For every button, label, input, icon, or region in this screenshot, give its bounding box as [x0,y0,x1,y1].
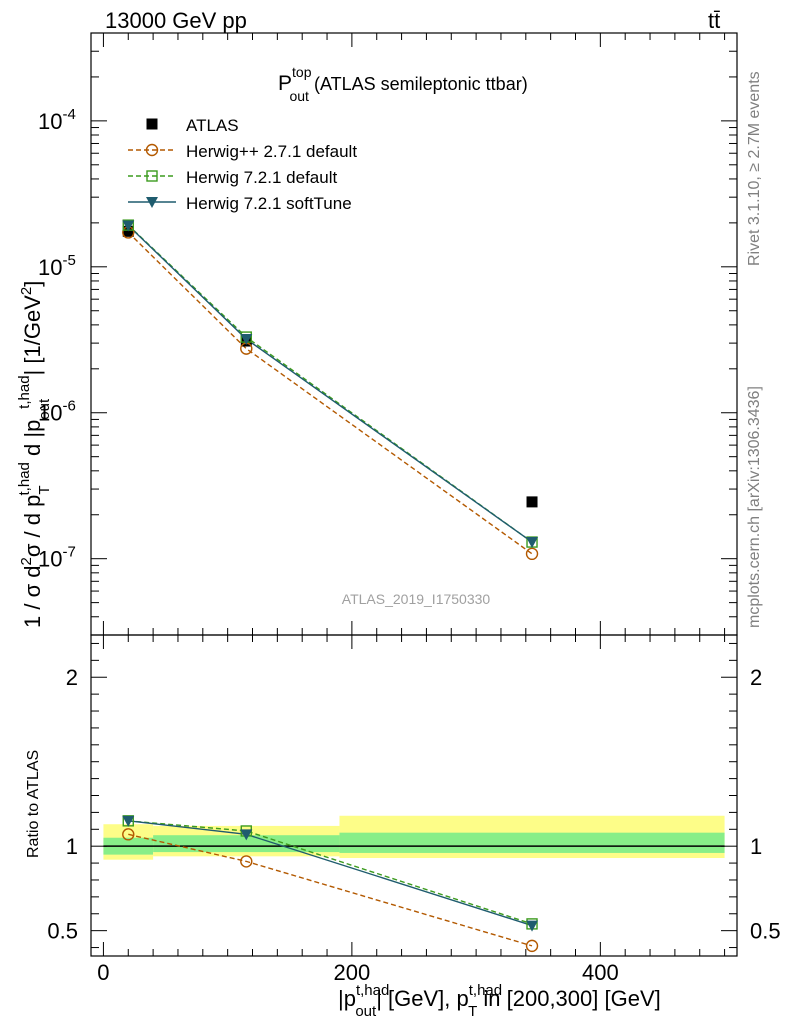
ratio-data-point [122,828,135,841]
ratio-band-inner [153,835,340,853]
marker-triangle [122,815,135,827]
marker-square [146,118,158,130]
series-line [127,224,533,543]
data-point [526,537,539,549]
series-line [127,224,533,543]
ratio-data-point [526,920,539,932]
y-tick-label: 10-5 [38,252,76,280]
ratio-y-tick-label: 1 [66,834,78,859]
ratio-frame [90,634,738,957]
x-tick-label: 200 [334,960,371,985]
marker-circle [122,828,135,841]
marker-triangle [240,334,253,346]
legend-label: Herwig 7.2.1 default [186,168,337,187]
marker-circle [525,939,539,953]
ratio-y-tick-label-right: 2 [750,665,762,690]
header-left: 13000 GeV pp [105,8,247,33]
ratio-y-tick-label-right: 1 [750,834,762,859]
marker-circle [240,855,253,868]
y-tick-label: 10-4 [38,106,76,134]
data-point [122,220,135,232]
marker-triangle [240,829,253,841]
y-axis-label: 1 / σ d2σ / d pTt,had d |poutt,had| [1/G… [16,281,53,628]
marker-triangle [526,537,539,549]
marker-circle [525,547,539,561]
x-tick-label: 400 [582,960,619,985]
legend-label: Herwig++ 2.7.1 default [186,142,357,161]
header-right: tt̄ [708,8,721,33]
ratio-data-point [240,829,253,841]
plot-title: Ptop out (ATLAS semileptonic ttbar) [278,64,528,104]
marker-triangle [146,197,158,208]
legend-label: Herwig 7.2.1 softTune [186,194,352,213]
ratio-y-tick-label: 2 [66,665,78,690]
marker-triangle [526,920,539,932]
data-point [240,334,253,346]
marker-open-square [146,170,158,182]
ratio-data-point [525,939,539,953]
ratio-series-line [128,833,533,947]
data-point [525,547,539,561]
legend-marker [146,170,158,182]
ratio-y-axis-label: Ratio to ATLAS [25,750,42,858]
legend-marker [146,197,158,208]
legend-marker [145,143,159,157]
x-axis-label: |pt,had out| [GeV], pt,had T in [200,300] … [338,982,661,1020]
ratio-y-tick-label-right: 0.5 [750,919,781,944]
ratio-y-tick-label: 0.5 [47,919,78,944]
ratio-data-point [240,855,253,868]
series-line [127,231,533,555]
data-point [526,496,538,508]
x-tick-label: 0 [97,960,109,985]
watermark: ATLAS_2019_I1750330 [342,591,491,607]
marker-triangle [122,220,135,232]
legend-marker [146,118,158,130]
legend-label: ATLAS [186,116,239,135]
marker-square [526,496,538,508]
ratio-data-point [122,815,135,827]
ratio-band-inner [339,832,725,853]
marker-circle [145,143,159,157]
